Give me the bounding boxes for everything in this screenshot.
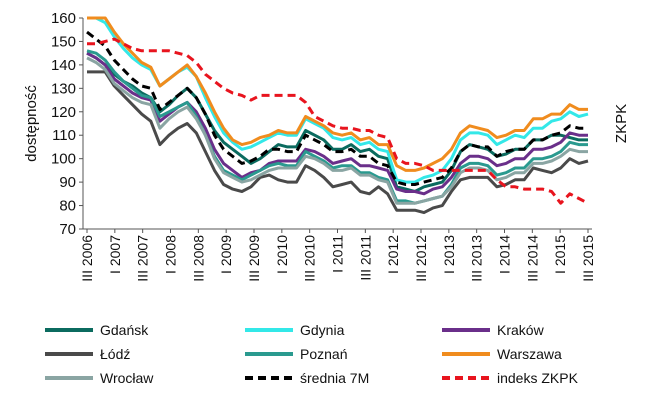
x-tick-label: III 2009 bbox=[246, 235, 262, 282]
series-line bbox=[86, 56, 588, 205]
x-tick-label: I 2010 bbox=[274, 235, 290, 274]
x-tick-label: I 2014 bbox=[497, 235, 513, 274]
x-tick-label: III 2012 bbox=[413, 235, 429, 282]
y-tick-label: 90 bbox=[59, 174, 76, 191]
y-tick-label: 140 bbox=[51, 57, 76, 74]
series-line bbox=[87, 16, 589, 184]
x-tick-label: III 2007 bbox=[135, 235, 151, 282]
x-tick-label: I 2011 bbox=[330, 235, 346, 273]
x-tick-label: I 2008 bbox=[163, 235, 179, 274]
x-tick-label: I 2012 bbox=[385, 235, 401, 274]
legend-label: Wrocław bbox=[100, 370, 154, 386]
x-tick-label: I 2007 bbox=[107, 235, 123, 274]
y-axis-label: dostępność bbox=[23, 85, 40, 162]
y-tick-label: 70 bbox=[59, 221, 76, 238]
legend-label: Kraków bbox=[497, 322, 545, 338]
x-tick-label: III 2013 bbox=[469, 235, 485, 282]
x-tick-label: III 2008 bbox=[190, 235, 206, 282]
y-tick-label: 120 bbox=[51, 104, 76, 121]
y-tick-label: 130 bbox=[51, 80, 76, 97]
series-line bbox=[87, 37, 589, 205]
series-line bbox=[86, 30, 588, 186]
x-tick-label: I 2015 bbox=[552, 235, 568, 274]
legend-label: indeks ZKPK bbox=[497, 370, 579, 386]
x-tick-label: I 2013 bbox=[441, 235, 457, 274]
series-line bbox=[86, 51, 588, 193]
x-tick-label: III 2011 bbox=[357, 235, 373, 281]
series-line bbox=[86, 49, 588, 205]
legend-label: średnia 7M bbox=[300, 370, 369, 386]
series-line bbox=[86, 51, 588, 196]
legend-label: Łódź bbox=[100, 346, 130, 362]
x-tick-label: III 2006 bbox=[79, 235, 95, 282]
y-tick-label: 80 bbox=[59, 198, 76, 215]
series-line bbox=[87, 16, 588, 172]
y-tick-label: 150 bbox=[51, 33, 76, 50]
y-tick-label: 100 bbox=[51, 151, 76, 168]
legend-label: Poznań bbox=[300, 346, 347, 362]
x-tick-label: III 2015 bbox=[580, 235, 596, 282]
x-tick-label: I 2009 bbox=[218, 235, 234, 274]
legend-label: Warszawa bbox=[497, 346, 562, 362]
y-tick-label: 160 bbox=[51, 10, 76, 27]
series-line bbox=[87, 70, 589, 215]
x-tick-label: III 2014 bbox=[524, 235, 540, 282]
legend-label: Gdańsk bbox=[100, 322, 149, 338]
x-tick-label: III 2010 bbox=[302, 235, 318, 282]
y2-axis-label: ZKPK bbox=[613, 104, 630, 143]
legend-label: Gdynia bbox=[300, 322, 345, 338]
y-tick-label: 110 bbox=[52, 127, 76, 144]
